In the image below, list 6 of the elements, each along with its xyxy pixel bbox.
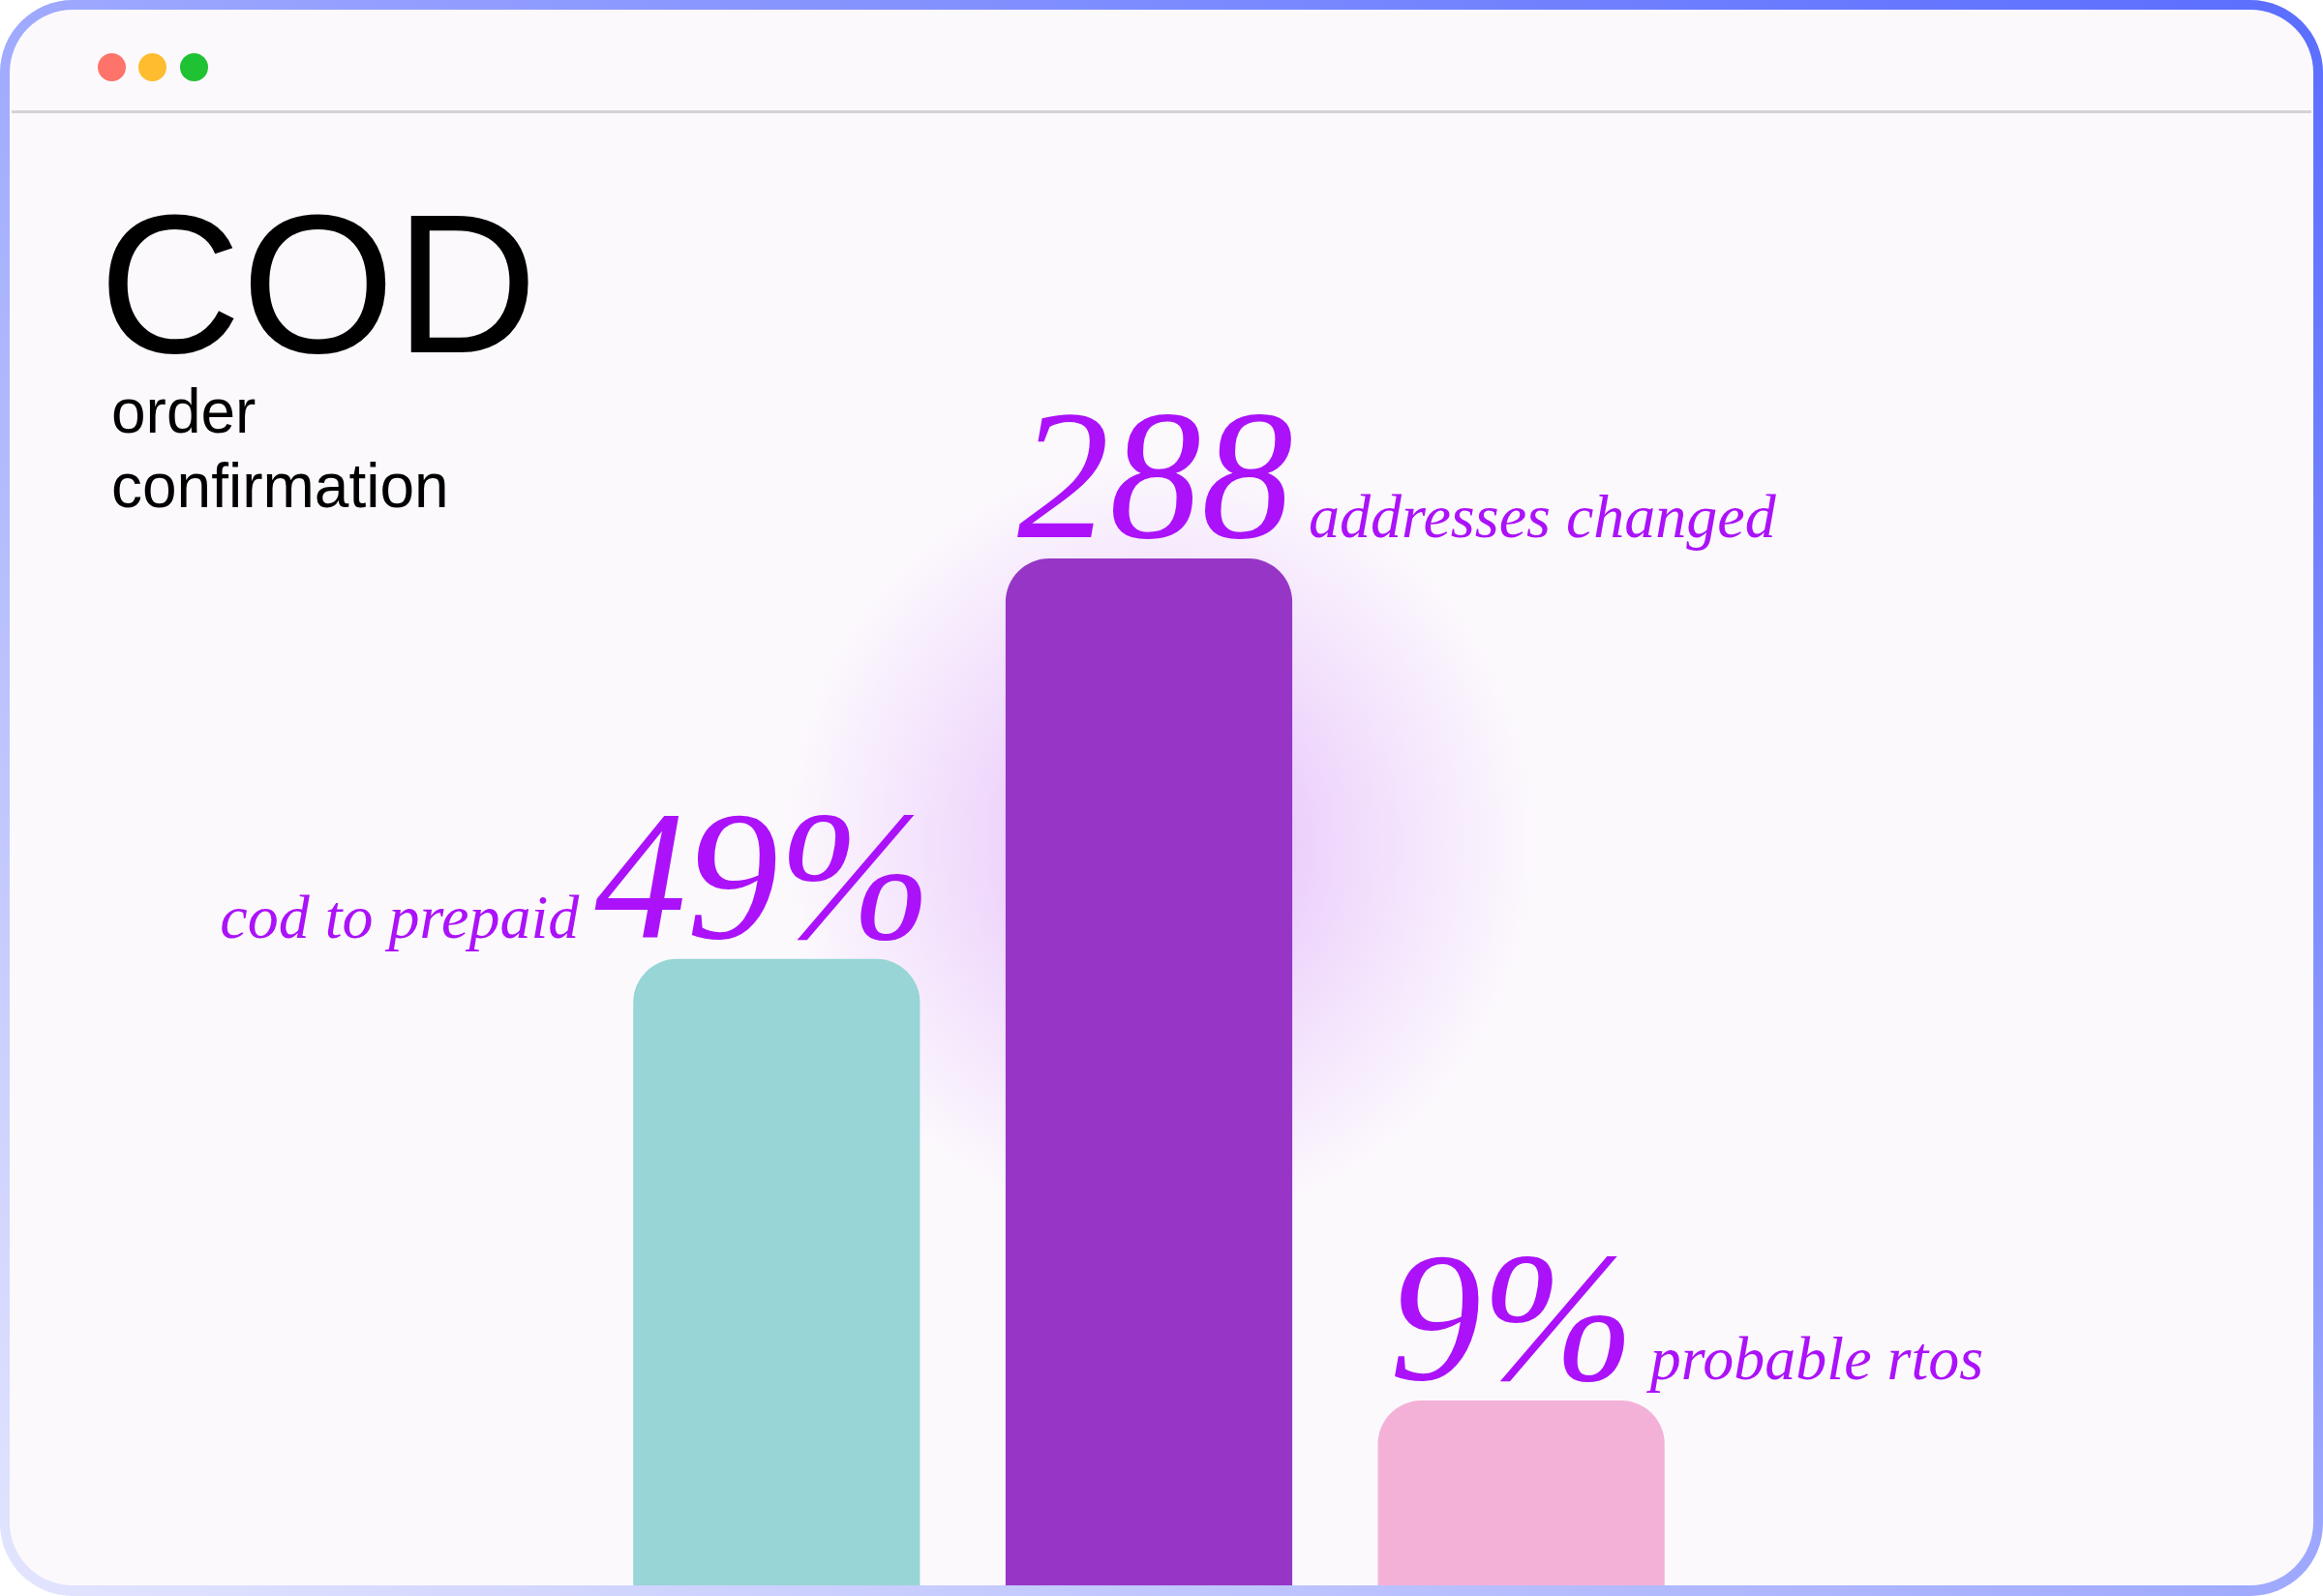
- annotation: probable rtos: [1645, 1324, 1984, 1394]
- annotation: 9%: [1389, 1216, 1635, 1420]
- text: addresses changed: [1308, 482, 1777, 551]
- annotation: 49%: [594, 773, 932, 978]
- text: cod to prepaid: [220, 882, 581, 951]
- annotation: 288: [1016, 374, 1293, 577]
